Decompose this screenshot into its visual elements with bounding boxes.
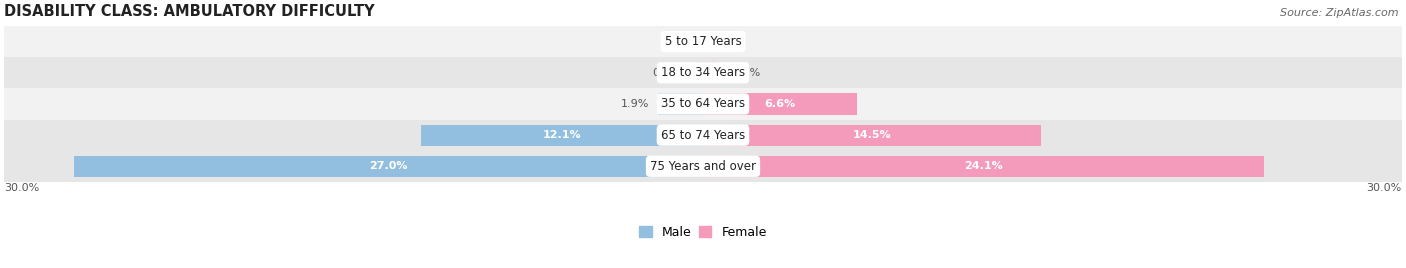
Text: 27.0%: 27.0%: [370, 161, 408, 171]
Text: 14.5%: 14.5%: [852, 130, 891, 140]
Bar: [4, 120, 1402, 151]
Text: 1.9%: 1.9%: [621, 99, 650, 109]
Text: 0.0%: 0.0%: [665, 37, 693, 47]
Text: 24.1%: 24.1%: [965, 161, 1002, 171]
Text: 0.24%: 0.24%: [652, 68, 688, 78]
Text: 30.0%: 30.0%: [1367, 183, 1402, 193]
Text: 0.55%: 0.55%: [725, 68, 761, 78]
Bar: [422, 125, 703, 146]
Legend: Male, Female: Male, Female: [634, 221, 772, 244]
Bar: [4, 88, 1402, 120]
Text: DISABILITY CLASS: AMBULATORY DIFFICULTY: DISABILITY CLASS: AMBULATORY DIFFICULTY: [4, 4, 375, 19]
Bar: [659, 93, 703, 114]
Bar: [697, 62, 703, 83]
Text: 30.0%: 30.0%: [4, 183, 39, 193]
Text: 18 to 34 Years: 18 to 34 Years: [661, 66, 745, 79]
Text: 65 to 74 Years: 65 to 74 Years: [661, 129, 745, 142]
Text: 12.1%: 12.1%: [543, 130, 582, 140]
Bar: [703, 156, 1264, 177]
Bar: [703, 125, 1040, 146]
Text: 75 Years and over: 75 Years and over: [650, 160, 756, 173]
Bar: [4, 26, 1402, 57]
Bar: [4, 57, 1402, 88]
Bar: [75, 156, 703, 177]
Bar: [4, 151, 1402, 182]
Bar: [703, 62, 716, 83]
Bar: [703, 93, 856, 114]
Text: 35 to 64 Years: 35 to 64 Years: [661, 98, 745, 110]
Text: 0.0%: 0.0%: [713, 37, 741, 47]
Text: 5 to 17 Years: 5 to 17 Years: [665, 35, 741, 48]
Text: Source: ZipAtlas.com: Source: ZipAtlas.com: [1281, 8, 1399, 18]
Text: 6.6%: 6.6%: [765, 99, 796, 109]
